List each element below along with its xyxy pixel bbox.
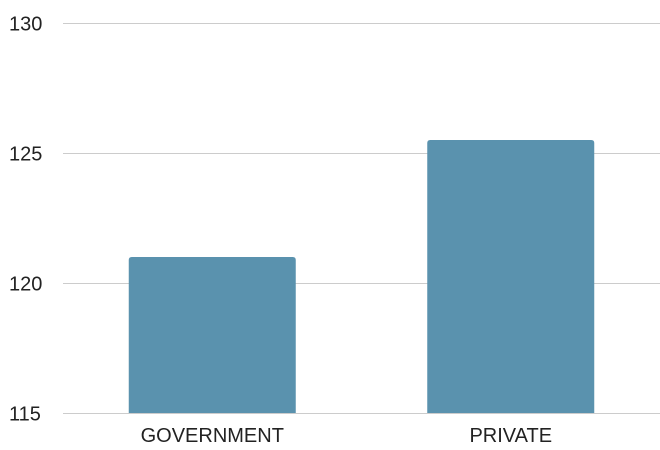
y-tick-label: 120	[9, 274, 42, 296]
x-tick-label-government: GOVERNMENT	[141, 425, 284, 445]
y-tick-label: 115	[9, 404, 41, 426]
y-axis-tick-labels: 115 120 125 130	[9, 14, 42, 426]
bar-private	[427, 140, 595, 413]
y-tick-label: 125	[9, 144, 42, 166]
x-axis-tick-labels: GOVERNMENT PRIVATE	[141, 425, 552, 447]
bars	[128, 140, 595, 413]
bar-government	[128, 257, 296, 413]
x-tick-label-private: PRIVATE	[469, 425, 552, 445]
y-tick-label: 130	[9, 14, 42, 36]
